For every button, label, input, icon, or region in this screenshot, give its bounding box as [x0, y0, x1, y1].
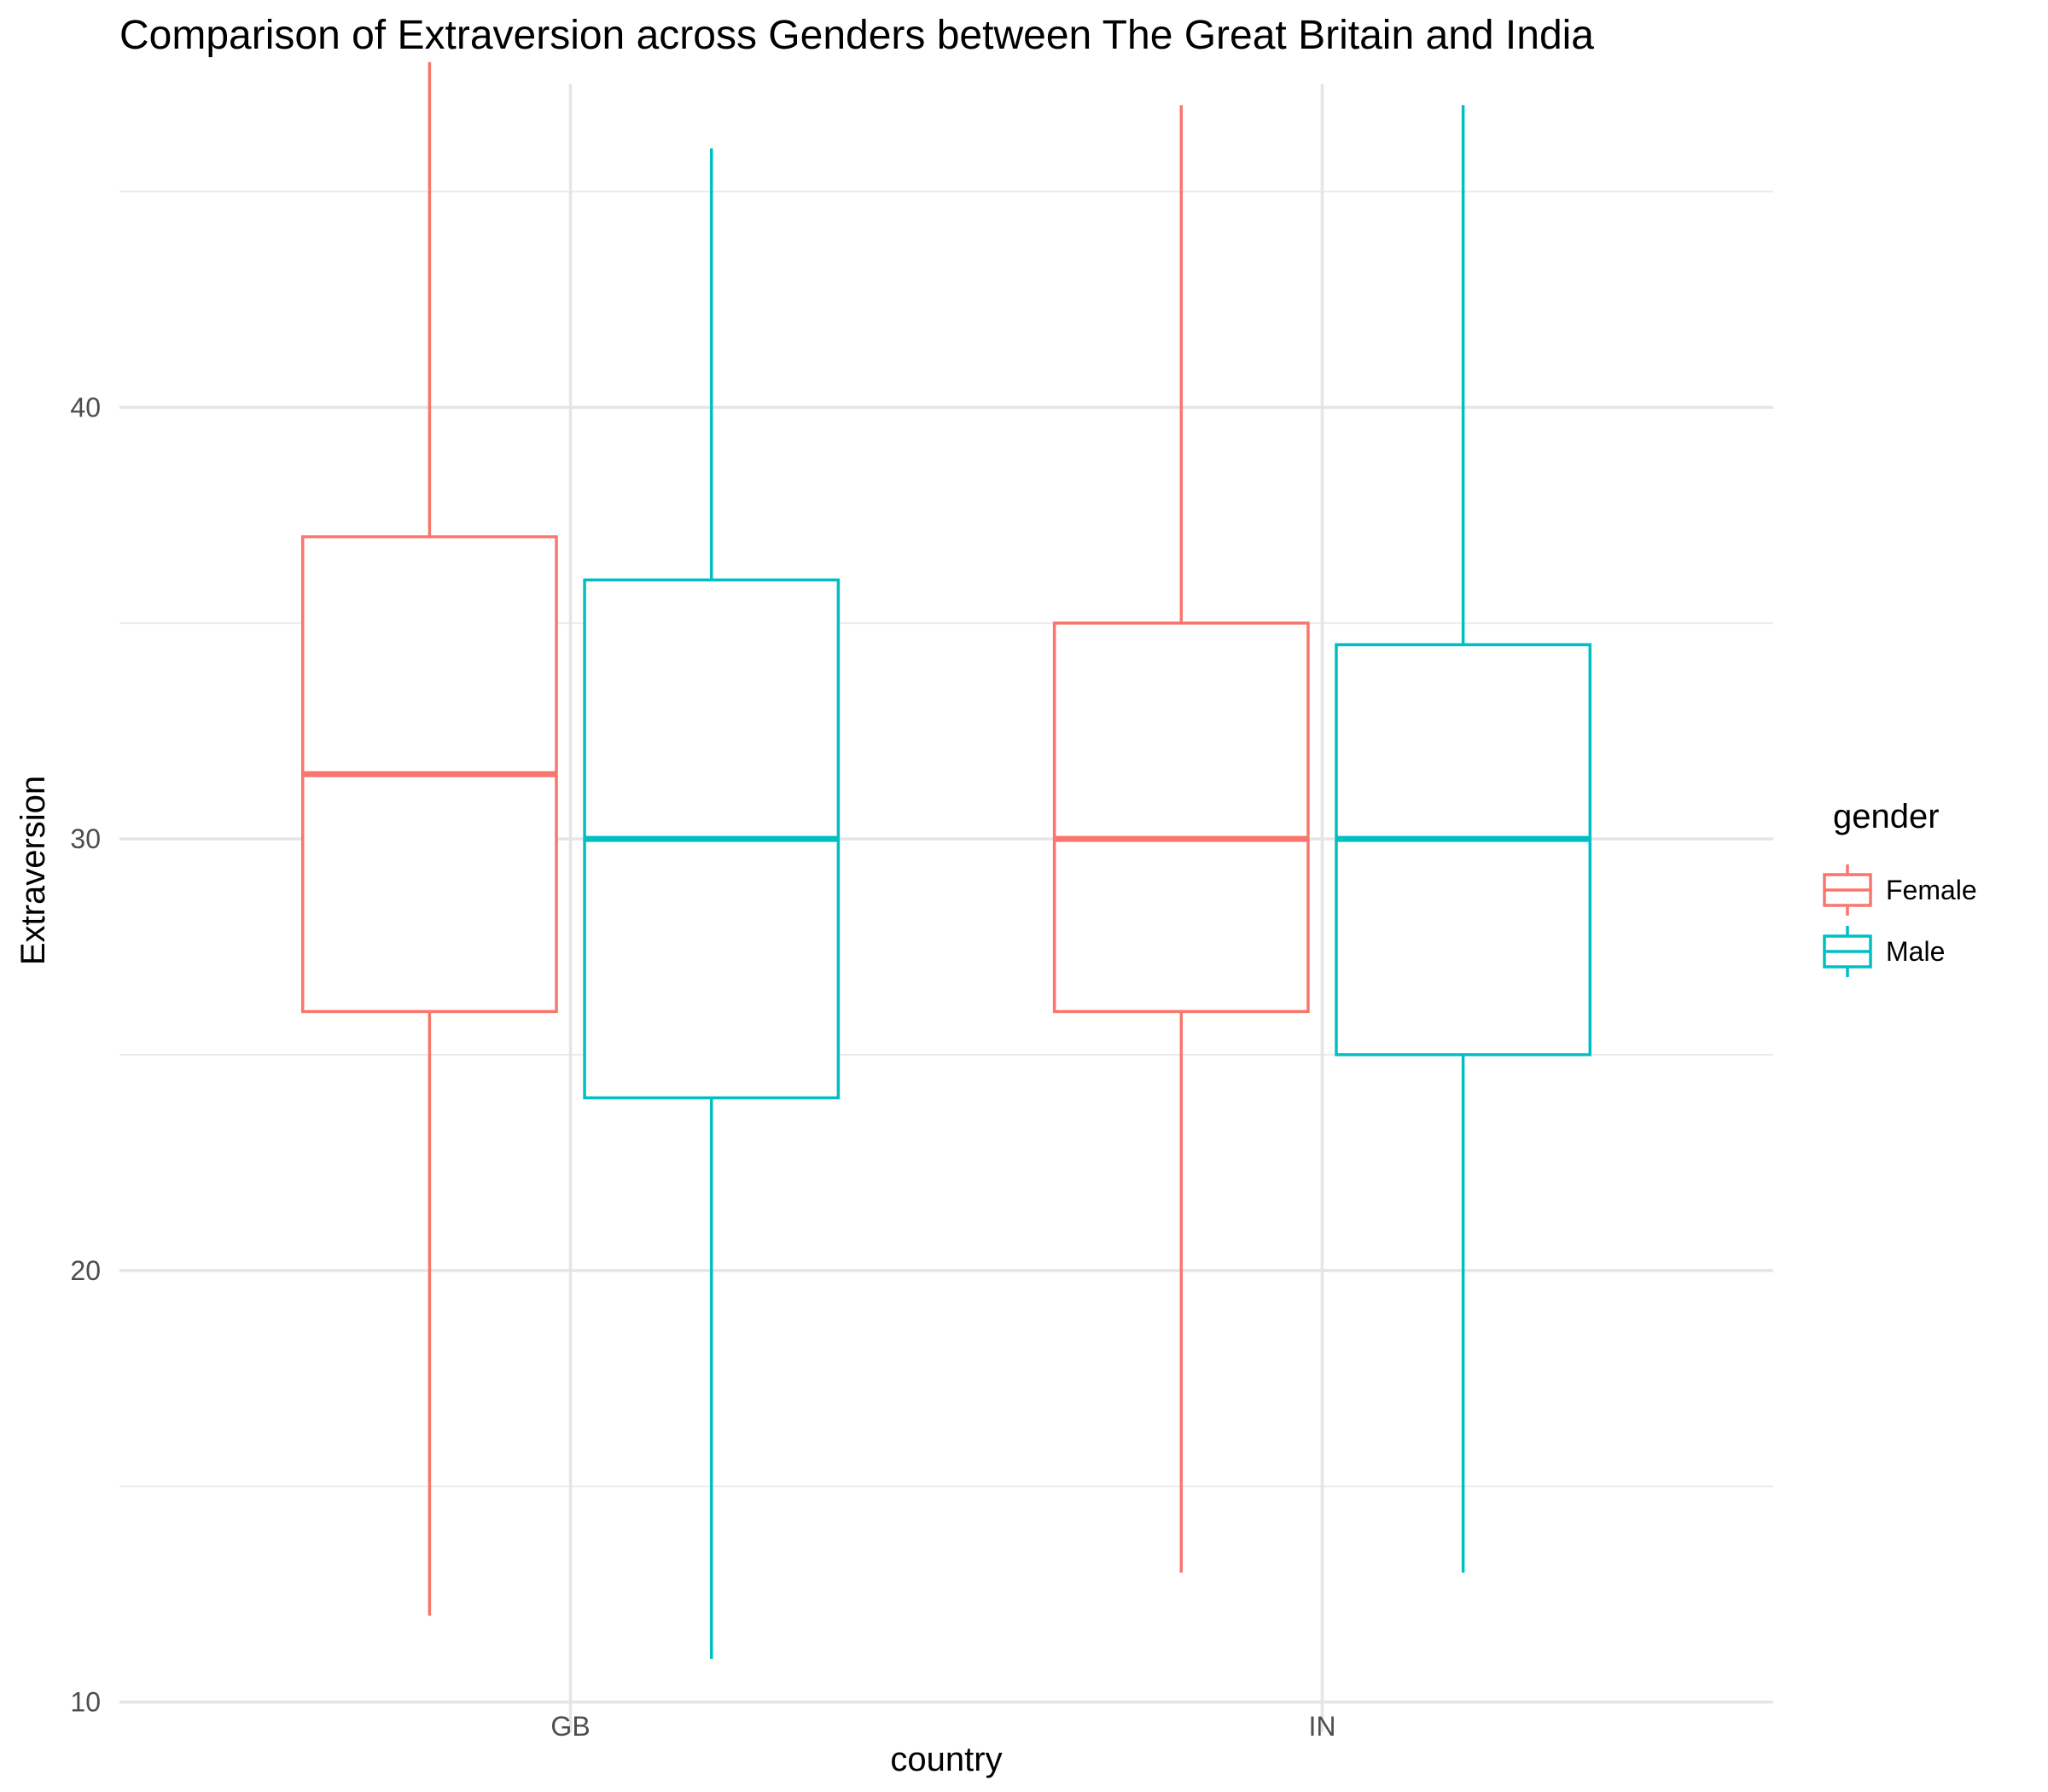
legend: gender Female Male	[1823, 798, 1977, 977]
x-tick-label: GB	[550, 1711, 590, 1742]
legend-item-female: Female	[1823, 864, 1977, 916]
legend-title: gender	[1833, 798, 1940, 835]
chart-title: Comparison of Extraversion across Gender…	[119, 13, 1594, 58]
x-tick-label: IN	[1308, 1711, 1335, 1742]
box-iqr	[1335, 643, 1592, 1056]
box-male-in	[1335, 105, 1592, 1573]
y-tick-label: 20	[70, 1255, 101, 1286]
box-female-gb	[300, 61, 558, 1616]
box-male-gb	[583, 148, 841, 1660]
legend-label: Male	[1886, 936, 1945, 967]
legend-item-male: Male	[1823, 926, 1945, 977]
y-tick-label: 40	[70, 392, 101, 422]
legend-label: Female	[1886, 875, 1977, 905]
x-axis-title: country	[890, 1741, 1002, 1778]
box-iqr	[1052, 621, 1310, 1014]
axes: 10 20 30 40 GB IN	[70, 392, 1335, 1742]
y-tick-label: 10	[70, 1687, 101, 1718]
box-female-in	[1052, 105, 1310, 1573]
box-plots	[300, 61, 1592, 1660]
y-axis-title: Extraversion	[15, 776, 52, 965]
y-tick-label: 30	[70, 823, 101, 854]
